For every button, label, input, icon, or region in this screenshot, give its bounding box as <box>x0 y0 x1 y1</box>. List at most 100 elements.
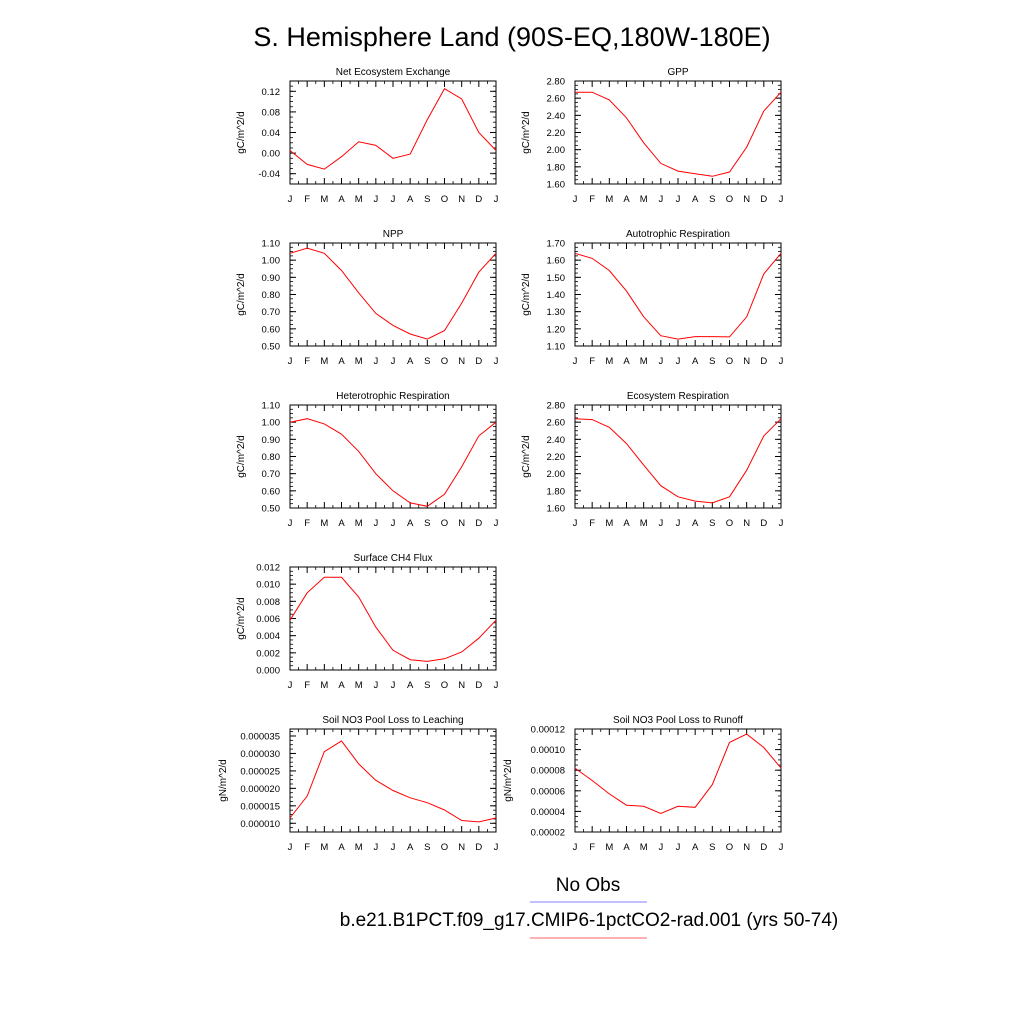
x-tick-label: S <box>424 680 430 691</box>
x-tick-label: J <box>391 842 396 853</box>
y-tick-label: 2.00 <box>547 469 566 480</box>
y-tick-label: 1.60 <box>547 180 566 191</box>
x-tick-label: M <box>605 356 613 367</box>
x-tick-label: J <box>676 356 681 367</box>
panel-4: Heterotrophic Respiration gC/m^2/d 0.50 0.6… <box>236 391 499 529</box>
x-tick-label: J <box>658 194 663 205</box>
y-axis-label: gC/m^2/d <box>521 111 532 154</box>
y-tick-label: 1.00 <box>262 418 281 429</box>
x-tick-label: M <box>640 194 648 205</box>
x-tick-label: J <box>658 518 663 529</box>
y-tick-label: 2.20 <box>547 128 566 139</box>
y-tick-label: 1.70 <box>547 239 566 250</box>
x-tick-label: M <box>320 842 328 853</box>
legend-label-model: b.e21.B1PCT.f09_g17.CMIP6-1pctCO2-rad.00… <box>340 910 838 931</box>
y-tick-label: 0.010 <box>256 580 280 591</box>
x-tick-label: A <box>338 356 345 367</box>
y-tick-label: 0.000025 <box>240 766 280 777</box>
plot-frame <box>574 242 782 347</box>
series-line <box>289 418 497 507</box>
plot-frame <box>574 80 782 185</box>
y-tick-label: 1.80 <box>547 486 566 497</box>
x-tick-label: J <box>658 356 663 367</box>
y-tick-label: 1.20 <box>547 324 566 335</box>
y-tick-label: 1.30 <box>547 307 566 318</box>
panel-7: Soil NO3 Pool Loss to Leaching gN/m^2/d 0.… <box>218 715 499 853</box>
x-tick-label: F <box>304 680 310 691</box>
panel-0: Net Ecosystem Exchange gC/m^2/d -0.04 0.00 0… <box>236 67 499 205</box>
x-tick-label: J <box>373 680 378 691</box>
y-tick-label: 0.80 <box>262 290 281 301</box>
x-tick-label: O <box>726 356 733 367</box>
y-tick-label: 0.08 <box>262 107 281 118</box>
x-tick-label: A <box>623 842 630 853</box>
panels-group: Net Ecosystem ExchangegC/m^2/d-0.040.000… <box>218 67 784 853</box>
series-line <box>289 88 497 170</box>
x-tick-label: F <box>589 842 595 853</box>
y-tick-label: 2.80 <box>547 401 566 412</box>
plot-frame <box>574 728 782 833</box>
y-tick-label: 0.000035 <box>240 731 280 742</box>
y-tick-label: 0.000015 <box>240 801 280 812</box>
y-tick-label: 0.60 <box>262 324 281 335</box>
panel-3: Autotrophic Respiration gC/m^2/d 1.10 1.20 1… <box>521 229 784 367</box>
x-tick-label: O <box>726 194 733 205</box>
y-tick-label: 1.60 <box>547 256 566 267</box>
x-tick-label: D <box>760 194 767 205</box>
x-tick-label: O <box>441 680 448 691</box>
x-tick-label: A <box>338 518 345 529</box>
x-tick-label: O <box>726 518 733 529</box>
y-tick-label: 0.90 <box>262 435 281 446</box>
x-tick-label: M <box>320 518 328 529</box>
y-tick-label: 2.80 <box>547 77 566 88</box>
x-tick-label: J <box>494 518 499 529</box>
x-tick-label: O <box>441 518 448 529</box>
y-tick-label: 2.00 <box>547 145 566 156</box>
x-tick-label: S <box>424 194 430 205</box>
x-tick-label: M <box>605 518 613 529</box>
x-tick-label: A <box>407 356 414 367</box>
x-tick-label: S <box>424 842 430 853</box>
x-tick-label: S <box>424 518 430 529</box>
x-tick-label: J <box>391 194 396 205</box>
x-tick-label: J <box>658 842 663 853</box>
y-tick-label: 0.012 <box>256 563 280 574</box>
x-tick-label: M <box>355 518 363 529</box>
panel-title: NPP <box>383 229 404 240</box>
x-tick-label: D <box>475 356 482 367</box>
panel-6: Surface CH4 Flux gC/m^2/d 0.000 0.002 0.004 0… <box>236 553 499 691</box>
x-tick-label: N <box>458 194 465 205</box>
x-tick-label: F <box>304 842 310 853</box>
panel-title: Soil NO3 Pool Loss to Runoff <box>613 715 743 726</box>
y-axis-label: gC/m^2/d <box>521 273 532 316</box>
x-tick-label: N <box>743 356 750 367</box>
y-axis-label: gN/m^2/d <box>503 759 514 802</box>
y-axis-label: gC/m^2/d <box>236 435 247 478</box>
panel-title: Heterotrophic Respiration <box>336 391 449 402</box>
figure-title: S. Hemisphere Land (90S-EQ,180W-180E) <box>253 22 770 52</box>
series-line <box>575 91 782 177</box>
x-tick-label: N <box>743 518 750 529</box>
x-tick-label: M <box>320 680 328 691</box>
x-tick-label: A <box>623 356 630 367</box>
x-tick-label: M <box>605 842 613 853</box>
y-tick-label: 0.000020 <box>240 784 280 795</box>
x-tick-label: J <box>288 356 293 367</box>
x-tick-label: F <box>589 194 595 205</box>
x-tick-label: A <box>338 680 345 691</box>
x-tick-label: J <box>494 194 499 205</box>
x-tick-label: N <box>458 518 465 529</box>
panel-8: Soil NO3 Pool Loss to Runoff gN/m^2/d 0.00… <box>503 715 784 853</box>
x-tick-label: J <box>779 356 784 367</box>
x-tick-label: A <box>407 194 414 205</box>
y-tick-label: 0.00004 <box>531 807 565 818</box>
plot-frame <box>289 404 497 509</box>
x-tick-label: D <box>475 680 482 691</box>
y-tick-label: 1.10 <box>262 401 281 412</box>
x-tick-label: N <box>743 842 750 853</box>
panel-title: Soil NO3 Pool Loss to Leaching <box>322 715 463 726</box>
x-tick-label: J <box>373 842 378 853</box>
x-tick-label: J <box>779 194 784 205</box>
y-tick-label: 0.00008 <box>531 766 565 777</box>
x-tick-label: A <box>407 680 414 691</box>
